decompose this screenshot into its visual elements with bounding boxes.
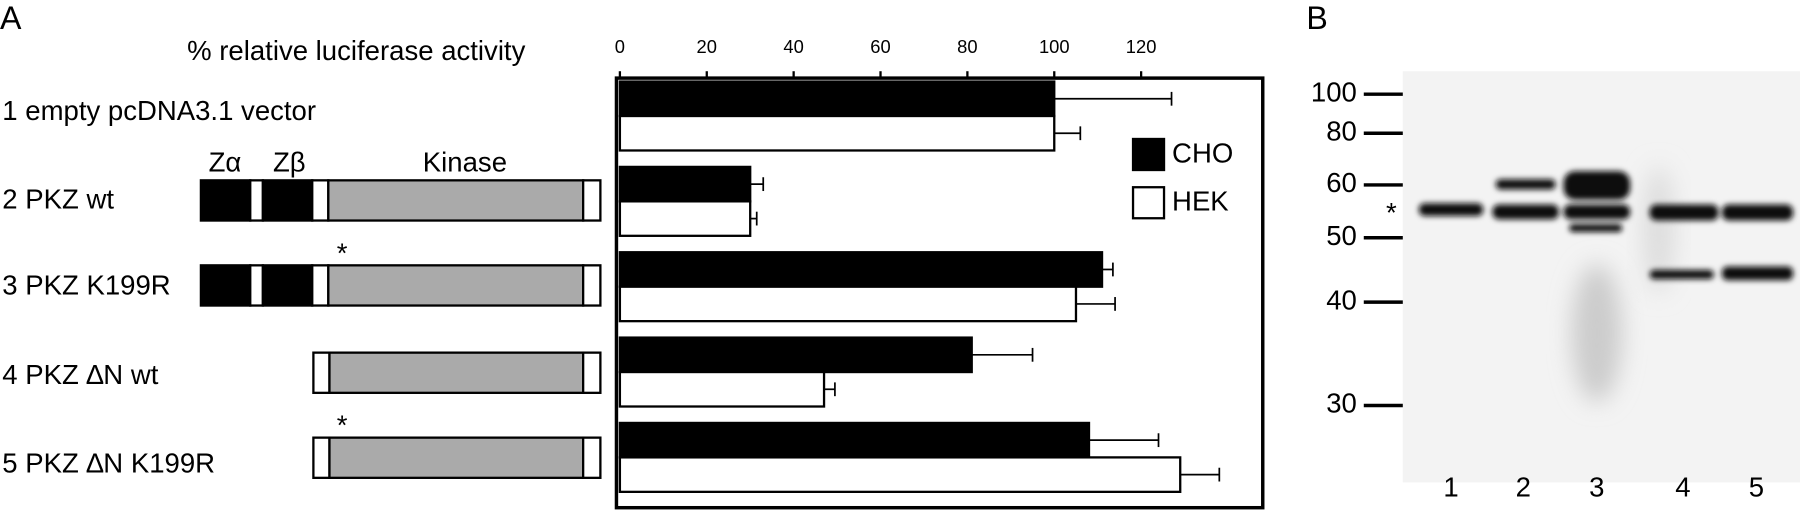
- lane-label: 2: [1516, 472, 1531, 503]
- mutation-mark: *: [337, 237, 348, 268]
- panel-label: A: [0, 0, 22, 36]
- lane-label: 3: [1589, 472, 1604, 503]
- category-label: 1 empty pcDNA3.1 vector: [2, 95, 316, 126]
- domain-diagrams: [199, 179, 602, 479]
- x-tick-label: 60: [870, 36, 890, 57]
- x-tick-label: 40: [783, 36, 803, 57]
- panel-label: B: [1306, 0, 1327, 36]
- x-tick-label: 0: [615, 36, 625, 57]
- x-tick-label: 20: [697, 36, 717, 57]
- domain-label: Zβ: [273, 147, 306, 178]
- domain-label: Kinase: [423, 147, 507, 178]
- construct-deltan: [312, 436, 602, 479]
- construct-full: [199, 264, 602, 307]
- bar: [618, 370, 826, 408]
- bar: [618, 80, 1056, 118]
- error-bar: [1102, 262, 1114, 277]
- error-bar: [750, 211, 758, 226]
- error-bar: [750, 177, 765, 192]
- x-tick-label: 80: [957, 36, 977, 57]
- mutation-mark: *: [337, 410, 348, 441]
- band-mark: *: [1386, 197, 1397, 228]
- marker-label: 60: [1326, 167, 1357, 198]
- category-label: 2 PKZ wt: [2, 183, 114, 214]
- error-bar: [1180, 467, 1221, 482]
- legend-label: HEK: [1172, 186, 1229, 217]
- construct-deltan: [312, 351, 602, 394]
- bar: [618, 285, 1078, 323]
- error-bar: [1089, 433, 1160, 448]
- category-label: 4 PKZ ∆N wt: [2, 359, 158, 390]
- bar: [618, 336, 973, 374]
- bar: [618, 421, 1091, 459]
- marker-label: 30: [1326, 388, 1357, 419]
- marker-label: 80: [1326, 116, 1357, 147]
- marker-label: 100: [1311, 76, 1357, 107]
- axis-title: % relative luciferase activity: [187, 35, 525, 66]
- error-bar: [1075, 297, 1116, 311]
- error-bar: [971, 347, 1034, 362]
- legend-label: CHO: [1172, 137, 1233, 168]
- error-bar: [1054, 126, 1082, 141]
- bar: [618, 114, 1056, 152]
- plot-frame: [614, 76, 1265, 510]
- bar: [618, 200, 752, 237]
- error-bar: [824, 382, 836, 397]
- error-bar: [1054, 91, 1173, 106]
- x-tick-label: 120: [1126, 36, 1157, 57]
- bar: [618, 456, 1182, 494]
- lane-label: 5: [1749, 472, 1764, 503]
- blot-bands: [1418, 171, 1794, 281]
- category-label: 5 PKZ ∆N K199R: [2, 447, 215, 478]
- lane-label: 1: [1443, 472, 1458, 503]
- western-blot: [1402, 71, 1800, 483]
- marker-label: 50: [1326, 220, 1357, 251]
- category-label: 3 PKZ K199R: [2, 269, 170, 300]
- lane-label: 4: [1675, 472, 1690, 503]
- construct-full: [199, 179, 602, 222]
- marker-label: 40: [1326, 284, 1357, 315]
- bar: [618, 251, 1104, 288]
- blot-smear: [1571, 264, 1623, 403]
- x-tick-label: 100: [1039, 36, 1070, 57]
- blot-smear: [1642, 166, 1675, 293]
- bar: [618, 165, 752, 203]
- legend-swatch: [1131, 186, 1166, 220]
- domain-label: Zα: [209, 147, 242, 178]
- legend-swatch: [1131, 137, 1166, 172]
